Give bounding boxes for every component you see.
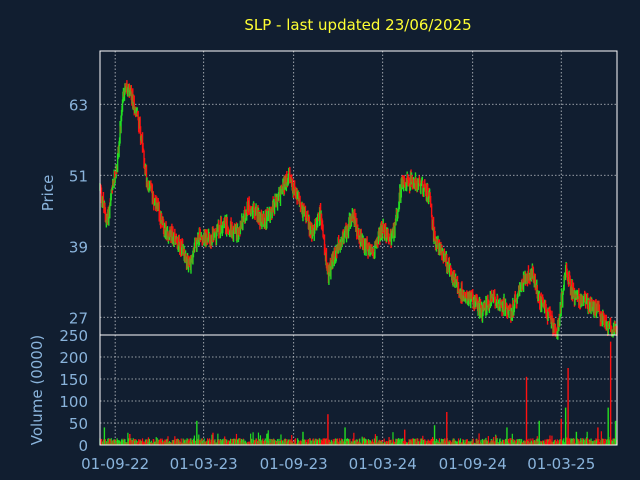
volume-axis-label: Volume (0000) (28, 335, 46, 445)
x-axis-ticks: 01-09-22 01-03-23 01-09-23 01-03-24 01-09-24… (81, 455, 595, 473)
x-tick-label: 01-09-24 (439, 455, 507, 473)
chart-title: SLP - last updated 23/06/2025 (244, 16, 471, 34)
x-tick-label: 01-03-25 (527, 455, 595, 473)
volume-tick-label: 250 (59, 327, 88, 345)
volume-panel-frame (99, 334, 618, 446)
x-tick-label: 01-09-23 (260, 455, 328, 473)
volume-tick-label: 100 (59, 393, 88, 411)
price-axis-label: Price (39, 175, 57, 212)
price-tick-label: 27 (69, 309, 88, 327)
x-tick-label: 01-03-23 (170, 455, 238, 473)
x-tick-label: 01-03-24 (349, 455, 417, 473)
x-tick-label: 01-09-22 (81, 455, 149, 473)
price-candles (99, 80, 618, 340)
price-y-ticks: 27 39 51 63 (69, 96, 88, 327)
volume-tick-label: 50 (69, 415, 88, 433)
volume-y-ticks: 0 50 100 150 200 250 (59, 327, 88, 455)
price-tick-label: 39 (69, 238, 88, 256)
volume-grid (100, 335, 617, 445)
volume-tick-label: 150 (59, 371, 88, 389)
price-tick-label: 63 (69, 96, 88, 114)
volume-tick-label: 200 (59, 349, 88, 367)
volume-tick-label: 0 (78, 437, 88, 455)
price-grid (100, 51, 617, 335)
price-tick-label: 51 (69, 167, 88, 185)
